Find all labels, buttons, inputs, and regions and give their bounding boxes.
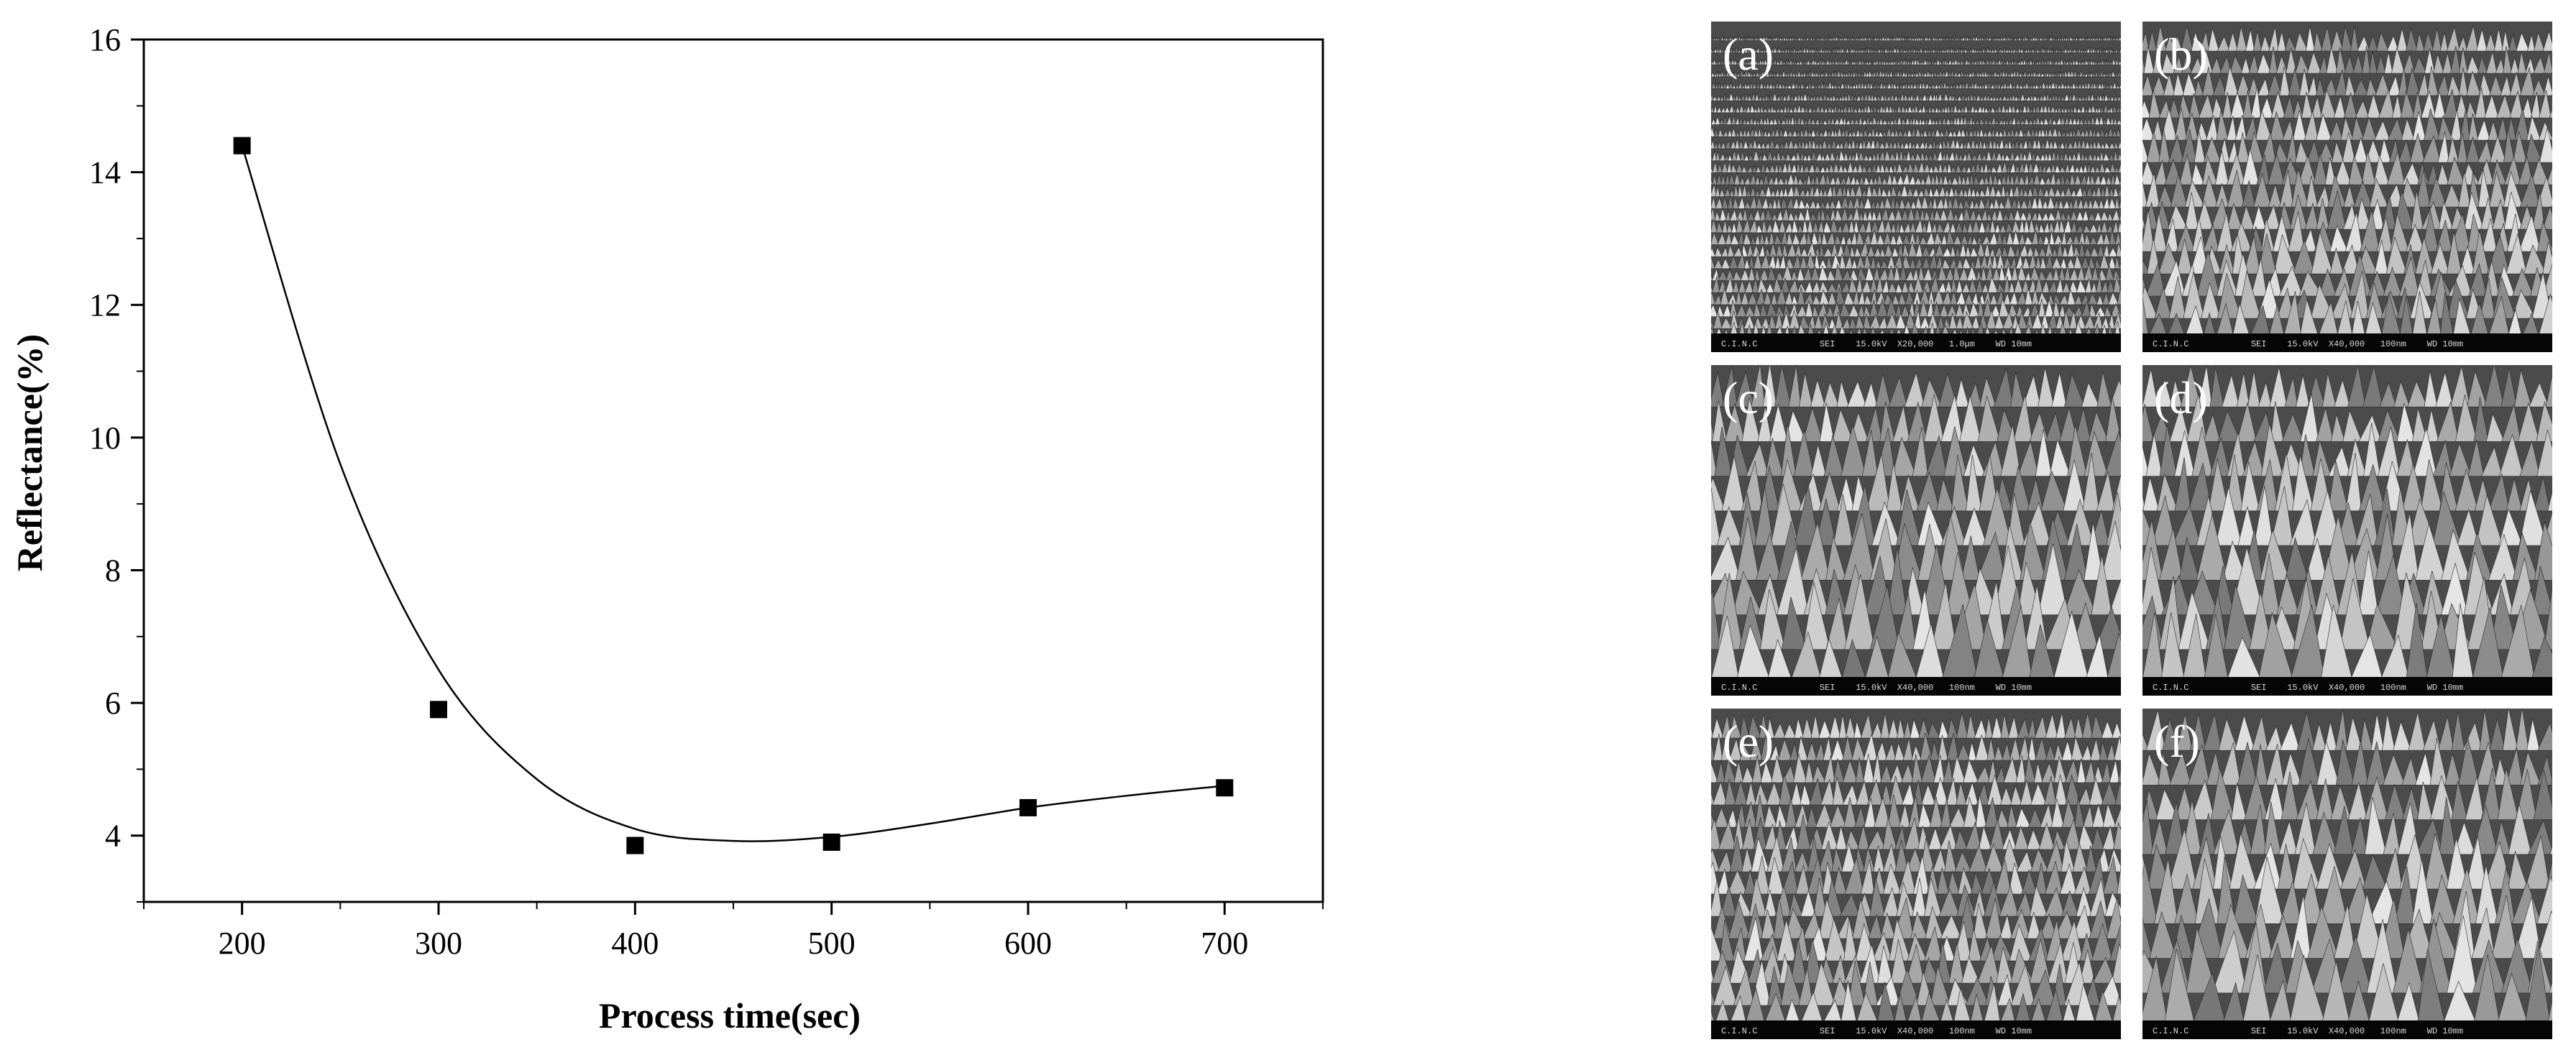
y-axis-title: Reflectance(%) <box>9 334 50 571</box>
y-tick-label: 4 <box>105 819 121 854</box>
data-point <box>430 701 447 719</box>
sem-panel-d: (d) C.I.N.C SEI 15.0kV X40,000 100nm WD … <box>2142 365 2552 696</box>
sem-texture <box>1711 709 2121 1039</box>
sem-image-grid: (a) C.I.N.C SEI 15.0kV X20,000 1.0μm WD … <box>1711 22 2559 1042</box>
plot-frame <box>142 38 1324 903</box>
y-tick-label: 8 <box>105 553 121 588</box>
sem-panel-a: (a) C.I.N.C SEI 15.0kV X20,000 1.0μm WD … <box>1711 22 2121 352</box>
data-point <box>822 833 840 851</box>
y-tick-label: 10 <box>89 420 121 456</box>
axes-layer <box>142 38 1324 903</box>
data-point <box>1019 798 1037 816</box>
sem-panel-label: (e) <box>1723 716 1774 767</box>
sem-info-text: C.I.N.C SEI 15.0kV X20,000 1.0μm WD 10mm <box>1721 339 2032 349</box>
x-tick-label: 700 <box>1201 926 1248 961</box>
sem-panel-label: (a) <box>1723 29 1774 80</box>
sem-panel-b: (b) C.I.N.C SEI 15.0kV X40,000 100nm WD … <box>2142 22 2552 352</box>
sem-panel-label: (f) <box>2154 716 2200 767</box>
y-tick-label: 16 <box>89 22 121 57</box>
x-tick-label: 600 <box>1004 926 1052 961</box>
points-layer <box>233 137 1234 854</box>
x-tick-label: 400 <box>611 926 659 961</box>
y-tick-label: 12 <box>89 287 121 323</box>
sem-texture <box>2142 22 2552 352</box>
fit-curve <box>241 145 1225 842</box>
ticks-layer: 200 300 400 500 600 700 4 6 8 10 12 14 16 <box>89 22 1324 961</box>
sem-info-text: C.I.N.C SEI 15.0kV X40,000 100nm WD 10mm <box>2153 683 2464 693</box>
sem-info-bar: C.I.N.C SEI 15.0kV X40,000 100nm WD 10mm <box>2142 677 2552 696</box>
data-point <box>233 137 251 155</box>
data-point <box>626 837 644 854</box>
sem-panel-e: (e) C.I.N.C SEI 15.0kV X40,000 100nm WD … <box>1711 709 2121 1039</box>
sem-info-text: C.I.N.C SEI 15.0kV X40,000 100nm WD 10mm <box>1721 1026 2032 1036</box>
sem-info-text: C.I.N.C SEI 15.0kV X40,000 100nm WD 10mm <box>2153 1026 2464 1036</box>
sem-info-bar: C.I.N.C SEI 15.0kV X20,000 1.0μm WD 10mm <box>1711 333 2121 352</box>
x-tick-label: 500 <box>808 926 856 961</box>
sem-panel-f: (f) C.I.N.C SEI 15.0kV X40,000 100nm WD … <box>2142 709 2552 1039</box>
x-tick-label: 300 <box>415 926 462 961</box>
sem-info-bar: C.I.N.C SEI 15.0kV X40,000 100nm WD 10mm <box>1711 1020 2121 1039</box>
sem-texture <box>1711 365 2121 696</box>
sem-panel-label: (d) <box>2154 372 2208 423</box>
x-tick-label: 200 <box>219 926 266 961</box>
sem-texture <box>2142 709 2552 1039</box>
data-point <box>1216 779 1234 797</box>
sem-info-bar: C.I.N.C SEI 15.0kV X40,000 100nm WD 10mm <box>2142 333 2552 352</box>
curve-layer <box>241 145 1225 842</box>
sem-info-text: C.I.N.C SEI 15.0kV X40,000 100nm WD 10mm <box>2153 339 2464 349</box>
reflectance-chart: 200 300 400 500 600 700 4 6 8 10 12 14 16 Process ti… <box>9 22 1324 1036</box>
y-tick-label: 6 <box>105 686 121 721</box>
sem-panel-label: (b) <box>2154 29 2208 80</box>
sem-texture <box>2142 365 2552 696</box>
sem-texture <box>1711 22 2121 352</box>
chart-svg: 200 300 400 500 600 700 4 6 8 10 12 14 16 Process ti… <box>9 22 1324 1036</box>
x-axis-title: Process time(sec) <box>599 995 861 1036</box>
y-tick-label: 14 <box>89 155 121 190</box>
sem-info-text: C.I.N.C SEI 15.0kV X40,000 100nm WD 10mm <box>1721 683 2032 693</box>
sem-info-bar: C.I.N.C SEI 15.0kV X40,000 100nm WD 10mm <box>1711 677 2121 696</box>
sem-panel-c: (c) C.I.N.C SEI 15.0kV X40,000 100nm WD … <box>1711 365 2121 696</box>
sem-info-bar: C.I.N.C SEI 15.0kV X40,000 100nm WD 10mm <box>2142 1020 2552 1039</box>
sem-panel-label: (c) <box>1723 372 1774 423</box>
